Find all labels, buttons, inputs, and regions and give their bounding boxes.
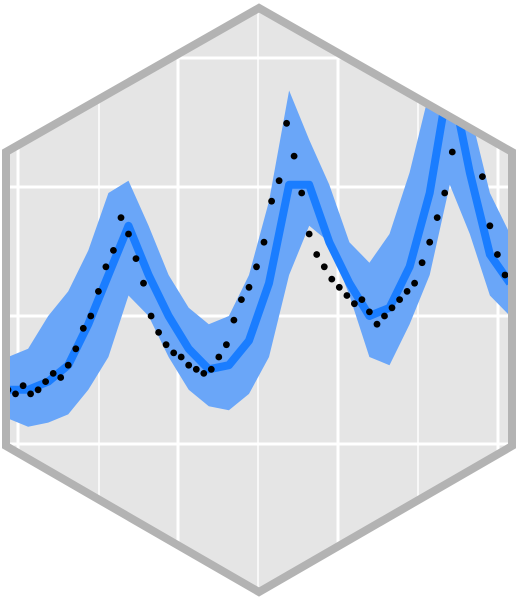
observation-point: [283, 119, 290, 127]
observation-point: [64, 361, 72, 369]
observation-point: [110, 247, 117, 254]
observation-point: [320, 263, 328, 271]
observation-point: [125, 230, 132, 238]
observation-point: [290, 152, 298, 160]
observation-point: [268, 197, 275, 205]
observation-point: [351, 300, 358, 308]
observation-point: [358, 296, 366, 303]
observation-point: [373, 320, 381, 328]
observation-point: [441, 189, 449, 197]
observation-point: [448, 148, 456, 156]
observation-point: [275, 177, 283, 185]
observation-points: [6, 78, 509, 398]
observation-point: [27, 390, 34, 398]
observation-point: [42, 378, 49, 385]
observation-point: [207, 365, 215, 373]
observation-point: [87, 312, 95, 320]
observation-point: [140, 279, 147, 287]
observation-point: [19, 382, 27, 390]
observation-point: [305, 230, 313, 238]
observation-point: [343, 292, 351, 299]
observation-point: [381, 312, 388, 320]
observation-point: [57, 374, 65, 381]
observation-point: [170, 349, 178, 357]
observation-point: [328, 275, 336, 283]
observation-point: [79, 324, 87, 332]
observation-point: [49, 370, 57, 377]
observation-point: [298, 189, 306, 197]
observation-point: [34, 386, 42, 394]
observation-point: [185, 361, 193, 369]
observation-point: [396, 296, 403, 303]
observation-point: [403, 288, 411, 295]
observation-point: [366, 308, 373, 316]
observation-point: [463, 78, 471, 86]
observation-point: [162, 341, 170, 349]
observation-point: [335, 283, 343, 291]
observation-point: [388, 304, 396, 312]
observation-point: [200, 370, 208, 377]
observation-point: [102, 263, 110, 271]
observation-point: [12, 390, 19, 398]
observation-point: [313, 251, 321, 258]
observation-point: [471, 115, 479, 123]
observation-point: [132, 255, 140, 262]
interval-band: [8, 29, 510, 427]
observation-point: [494, 251, 501, 258]
observation-point: [117, 214, 125, 222]
observation-point: [230, 316, 238, 324]
observation-point: [260, 238, 268, 246]
observation-point: [411, 279, 418, 287]
observation-point: [95, 288, 102, 295]
hex-border: [1, 3, 516, 597]
observation-point: [418, 259, 426, 267]
observation-point: [215, 353, 223, 361]
observation-point: [456, 87, 464, 94]
observation-point: [479, 173, 486, 181]
observation-point: [177, 353, 185, 361]
observation-point: [147, 312, 155, 320]
observation-point: [433, 214, 441, 222]
observation-point: [486, 222, 494, 230]
observation-point: [192, 365, 200, 373]
observation-point: [72, 345, 80, 353]
observation-point: [426, 238, 434, 246]
observation-point: [253, 263, 260, 271]
observation-point: [238, 296, 245, 303]
observation-point: [245, 283, 253, 291]
observation-point: [155, 329, 163, 336]
observation-point: [223, 341, 230, 349]
observation-point: [501, 271, 509, 279]
